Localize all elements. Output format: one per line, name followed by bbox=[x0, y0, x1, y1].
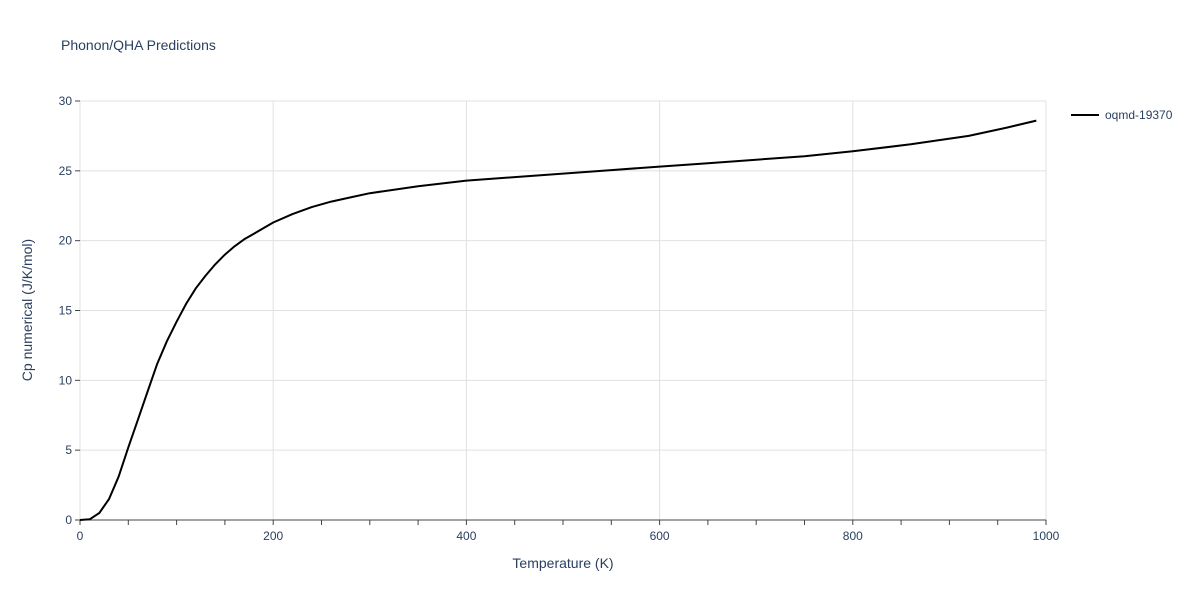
y-tick-label: 5 bbox=[65, 443, 72, 457]
x-axis-title: Temperature (K) bbox=[512, 555, 613, 571]
series-group bbox=[79, 119, 1037, 521]
series-line-oqmd-19370 bbox=[79, 119, 1037, 521]
x-tick-label: 0 bbox=[77, 529, 84, 543]
y-tick-label: 0 bbox=[65, 513, 72, 527]
legend[interactable]: oqmd-19370 bbox=[1071, 108, 1173, 122]
x-tick-label: 800 bbox=[843, 529, 863, 543]
y-tick-label: 10 bbox=[59, 373, 73, 387]
legend-label: oqmd-19370 bbox=[1105, 108, 1173, 122]
y-axis-title: Cp numerical (J/K/mol) bbox=[19, 239, 35, 381]
x-tick-label: 200 bbox=[263, 529, 283, 543]
chart-title: Phonon/QHA Predictions bbox=[61, 37, 216, 53]
y-axis-ticks: 0 5 10 15 20 25 30 bbox=[59, 94, 80, 527]
y-tick-label: 15 bbox=[59, 304, 73, 318]
y-tick-label: 25 bbox=[59, 164, 73, 178]
x-tick-label: 1000 bbox=[1033, 529, 1060, 543]
x-tick-label: 600 bbox=[650, 529, 670, 543]
x-axis-ticks: 0 200 400 600 800 1000 bbox=[77, 520, 1060, 543]
y-tick-label: 30 bbox=[59, 94, 73, 108]
y-gridlines bbox=[80, 100, 1046, 521]
y-tick-label: 20 bbox=[59, 234, 73, 248]
x-tick-label: 400 bbox=[456, 529, 476, 543]
